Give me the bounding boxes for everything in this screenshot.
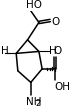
Text: HO: HO — [26, 0, 42, 10]
Text: 2: 2 — [36, 99, 41, 108]
Text: O: O — [51, 17, 59, 27]
Text: O: O — [53, 46, 61, 56]
Text: H: H — [49, 46, 57, 56]
Text: OH: OH — [54, 82, 70, 92]
Text: NH: NH — [26, 97, 41, 107]
Text: H: H — [1, 46, 9, 56]
